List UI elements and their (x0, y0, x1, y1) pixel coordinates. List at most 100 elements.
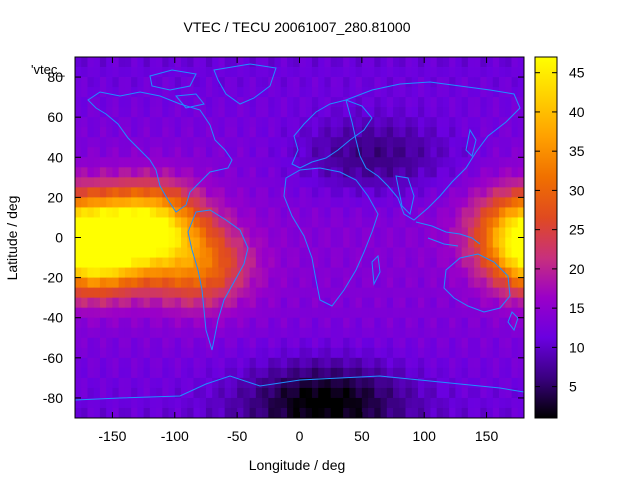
heatmap-cell (75, 87, 82, 98)
heatmap-cell (336, 317, 344, 329)
heatmap-cell (249, 357, 257, 369)
heatmap-cell (374, 57, 381, 68)
heatmap-cell (355, 227, 363, 238)
heatmap-cell (143, 267, 151, 279)
heatmap-cell (318, 87, 325, 98)
heatmap-cell (517, 127, 524, 138)
heatmap-cell (449, 387, 456, 399)
heatmap-cell (124, 97, 132, 108)
heatmap-cell (461, 97, 469, 108)
heatmap-cell (411, 167, 419, 178)
heatmap-cell (162, 337, 169, 349)
heatmap-cell (168, 207, 176, 218)
heatmap-cell (293, 107, 300, 118)
heatmap-cell (442, 307, 450, 319)
heatmap-cell (380, 87, 388, 98)
heatmap-cell (430, 317, 438, 329)
heatmap-cell (399, 127, 406, 138)
heatmap-cell (137, 397, 144, 409)
heatmap-cell (218, 297, 226, 309)
heatmap-cell (143, 77, 151, 88)
heatmap-cell (143, 387, 151, 399)
heatmap-cell (411, 367, 419, 379)
heatmap-cell (156, 227, 163, 238)
heatmap-cell (492, 127, 500, 138)
heatmap-cell (293, 247, 300, 258)
heatmap-cell (424, 167, 431, 178)
heatmap-cell (499, 227, 506, 238)
heatmap-cell (343, 397, 350, 409)
heatmap-cell (517, 117, 524, 128)
heatmap-cell (280, 287, 288, 299)
heatmap-cell (168, 247, 176, 258)
heatmap-cell (349, 257, 357, 268)
heatmap-cell (405, 317, 413, 329)
heatmap-cell (336, 217, 344, 228)
heatmap-cell (449, 247, 456, 258)
heatmap-cell (255, 337, 263, 349)
heatmap-cell (499, 97, 506, 108)
heatmap-cell (467, 237, 475, 248)
heatmap-cell (218, 407, 226, 418)
heatmap-cell (474, 137, 481, 148)
heatmap-cell (318, 307, 325, 319)
heatmap-cell (249, 397, 257, 409)
heatmap-cell (81, 197, 88, 208)
heatmap-cell (474, 87, 481, 98)
heatmap-cell (124, 237, 132, 248)
heatmap-cell (318, 177, 325, 188)
heatmap-cell (299, 127, 307, 138)
heatmap-cell (230, 297, 238, 309)
heatmap-cell (386, 317, 394, 329)
heatmap-cell (162, 357, 169, 369)
heatmap-cell (311, 237, 319, 248)
heatmap-cell (511, 77, 519, 88)
heatmap-cell (374, 67, 381, 78)
heatmap-cell (93, 277, 101, 289)
heatmap-cell (274, 287, 282, 299)
heatmap-cell (268, 207, 275, 218)
heatmap-cell (411, 77, 419, 88)
heatmap-cell (131, 217, 138, 228)
heatmap-cell (399, 87, 406, 98)
heatmap-cell (187, 127, 194, 138)
heatmap-cell (318, 137, 325, 148)
heatmap-cell (361, 387, 369, 399)
coastline-indonesia (415, 221, 481, 247)
heatmap-cell (499, 257, 506, 268)
heatmap-cell (386, 377, 394, 389)
heatmap-cell (93, 57, 101, 68)
heatmap-cell (336, 137, 344, 148)
heatmap-cell (262, 367, 269, 379)
heatmap-cell (99, 347, 107, 359)
heatmap-cell (299, 307, 307, 319)
heatmap-cell (499, 147, 506, 158)
heatmap-cell (461, 197, 469, 208)
heatmap-cell (517, 377, 524, 389)
heatmap-cell (112, 257, 120, 268)
heatmap-cell (106, 197, 113, 208)
heatmap-cell (75, 147, 82, 158)
heatmap-cell (417, 337, 425, 349)
heatmap-cell (156, 307, 163, 319)
heatmap-cell (174, 137, 182, 148)
heatmap-cell (467, 277, 475, 289)
heatmap-cell (511, 277, 519, 289)
heatmap-cell (492, 237, 500, 248)
heatmap-cell (274, 217, 282, 228)
heatmap-cell (349, 187, 357, 198)
heatmap-cell (93, 207, 101, 218)
heatmap-cell (424, 107, 431, 118)
heatmap-cell (380, 137, 388, 148)
heatmap-cell (106, 347, 113, 359)
heatmap-cell (168, 117, 176, 128)
heatmap-cell (99, 277, 107, 289)
heatmap-cell (243, 127, 251, 138)
heatmap-cell (249, 227, 257, 238)
heatmap-cell (374, 407, 381, 418)
heatmap-cell (181, 167, 188, 178)
heatmap-cell (224, 187, 232, 198)
heatmap-cell (118, 267, 126, 279)
heatmap-cell (349, 237, 357, 248)
chart-title: VTEC / TECU 20061007_280.81000 (183, 19, 410, 35)
